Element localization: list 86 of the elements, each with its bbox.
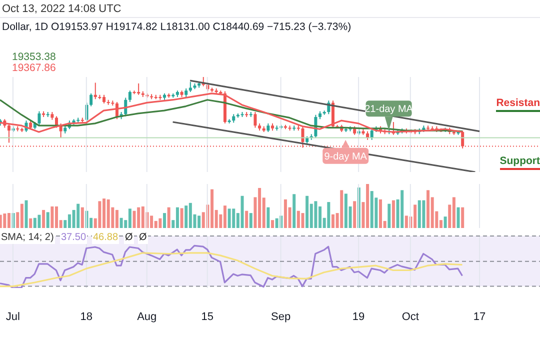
bar [180,208,184,228]
candlestick [94,82,97,100]
chart-title: Oct 13, 2022 14:08 UTC [2,3,122,15]
bar [98,201,102,228]
candlestick [90,92,93,107]
x-tick-label: Sep [271,310,291,323]
x-tick-label: Oct [402,310,419,323]
bar [80,207,84,228]
bar [296,210,300,228]
bar [456,207,460,228]
bar [444,216,447,228]
text: 19367.86 [12,62,56,75]
bar [3,213,6,228]
bar [50,206,54,228]
annotation: 9-day MA [324,151,368,162]
bar [120,218,123,228]
candlestick [128,90,132,102]
bar [422,200,426,228]
bar [392,200,395,228]
text: 19353.38 [12,51,56,64]
bar [426,190,430,228]
bar [128,208,132,228]
bar [275,218,278,228]
bar [158,218,162,228]
candlestick [38,110,41,126]
x-tick-label: 18 [80,310,93,323]
chart-subtitle: Dollar, 1D O19153.97 H19174.82 L18131.00 C18440.69 −715.23 (−3.73%) [2,21,352,33]
bar [42,210,46,228]
text: 46.88 [92,231,120,244]
bar [33,218,36,228]
bar [188,202,192,228]
bar [232,208,236,228]
bar [271,220,274,228]
bar [20,204,24,228]
bar [141,206,144,228]
bar [184,206,188,228]
bar [370,191,374,228]
bar [340,190,344,228]
bar [249,213,252,228]
bar [240,196,244,228]
candlestick [137,82,140,96]
candlestick [370,128,374,140]
candlestick [254,112,257,128]
bar [228,208,231,228]
bar [452,197,456,228]
bar [137,207,140,228]
bar [327,202,330,228]
bar [223,206,226,228]
x-tick-label: 17 [473,310,486,323]
bar [46,212,50,228]
bar [266,207,270,228]
text: Ø [138,231,148,244]
bar [7,213,10,228]
text: SMA; 14; 2) [0,231,55,244]
bar [353,201,356,228]
bar [418,200,421,228]
bar [400,190,404,228]
bar [306,196,309,228]
bar [314,201,318,228]
bar [292,194,296,228]
candlestick [188,82,192,92]
bar [115,210,118,228]
bar [38,214,41,228]
x-tick-label: Jul [6,310,20,323]
bar [24,200,28,228]
bar [0,214,2,228]
annotation: 21-day MA [364,104,414,116]
bar [388,204,391,228]
bar [404,216,408,228]
x-tick-label: 19 [352,310,365,323]
annotation: Resistan [496,97,540,112]
x-tick-label: 15 [201,310,214,323]
x-tick-label: Aug [137,310,157,323]
bar [176,207,179,228]
bar [29,218,32,228]
text: Ø [124,231,134,244]
bar [301,213,304,228]
bar [76,204,80,228]
bar [132,210,136,228]
text: Support [500,155,540,170]
bar [163,213,166,228]
bar [167,207,170,228]
bar [461,207,464,228]
text: 37.50 [60,231,88,244]
bar [245,210,248,228]
bar [106,199,110,228]
